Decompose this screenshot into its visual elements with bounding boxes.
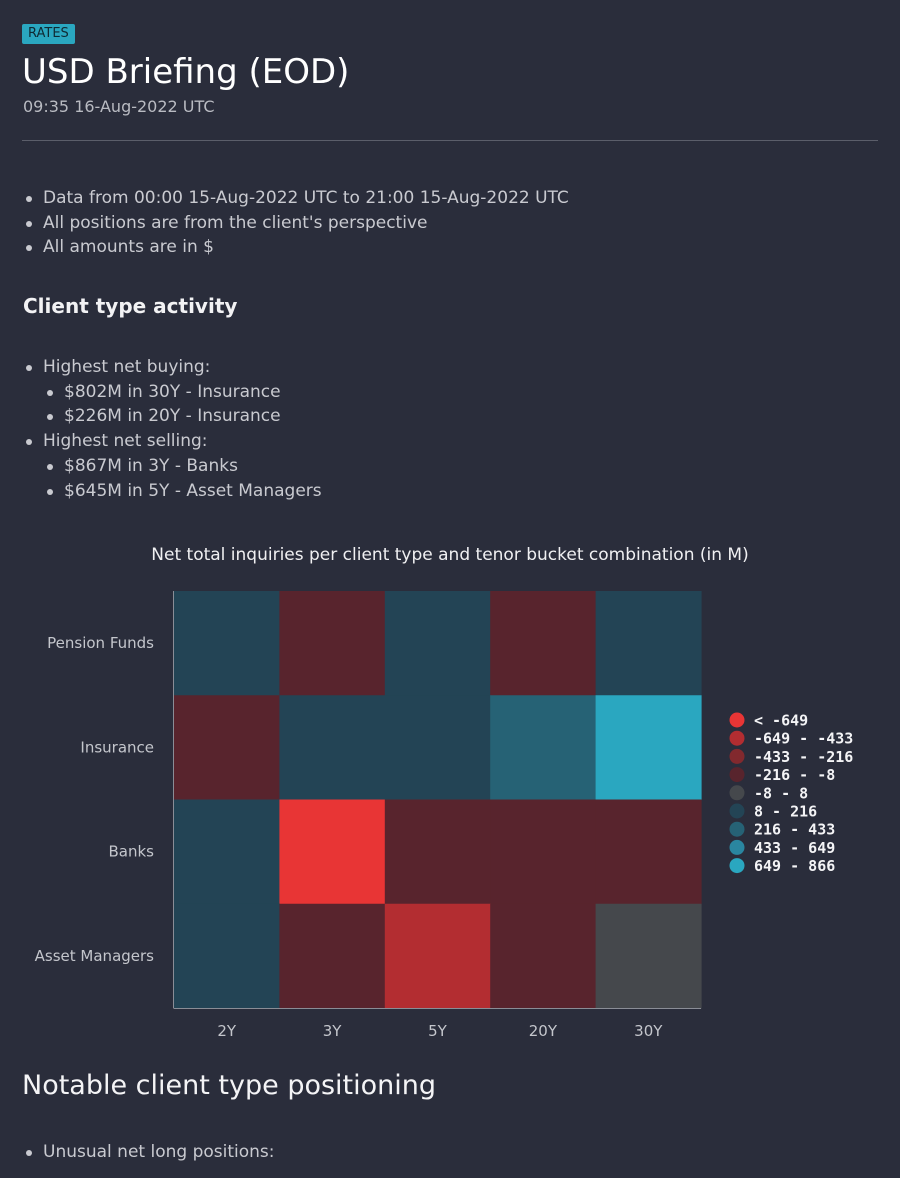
legend-label: < -649 [754, 712, 808, 730]
legend-swatch [729, 748, 745, 764]
buying-label: Highest net buying: [23, 355, 322, 380]
notes-list: Data from 00:00 15-Aug-2022 UTC to 21:00… [23, 186, 569, 260]
x-tick-label: 5Y [428, 1022, 448, 1040]
positioning-heading: Notable client type positioning [22, 1070, 437, 1101]
category-badge: RATES [22, 24, 75, 44]
note-item: All amounts are in $ [23, 235, 569, 260]
legend-swatch [729, 712, 745, 728]
heatmap-cell [279, 799, 386, 905]
legend-swatch [729, 858, 745, 874]
heatmap-cell [384, 591, 491, 696]
heatmap-cell [384, 695, 491, 801]
legend-swatch [729, 767, 745, 783]
selling-label: Highest net selling: [23, 429, 322, 454]
y-tick-label: Insurance [80, 738, 154, 756]
heatmap-cell [174, 695, 280, 801]
x-tick-label: 2Y [217, 1022, 237, 1040]
x-tick-label: 3Y [323, 1022, 343, 1040]
heatmap-cell [490, 903, 597, 1009]
legend-label: -649 - -433 [754, 730, 853, 748]
legend-label: -8 - 8 [754, 784, 808, 802]
selling-item: $645M in 5Y - Asset Managers [23, 479, 322, 504]
page-title: USD Briefing (EOD) [22, 52, 350, 92]
heatmap-cell [384, 903, 491, 1009]
note-item: All positions are from the client's pers… [23, 211, 569, 236]
heatmap-cell [174, 799, 280, 905]
heatmap-cell [490, 695, 597, 801]
report-timestamp: 09:35 16-Aug-2022 UTC [23, 97, 215, 116]
note-item: Data from 00:00 15-Aug-2022 UTC to 21:00… [23, 186, 569, 211]
heatmap-cell [490, 799, 597, 905]
positioning-list: Unusual net long positions: [23, 1140, 274, 1165]
legend-label: -433 - -216 [754, 748, 853, 766]
positioning-item: Unusual net long positions: [23, 1140, 274, 1165]
heatmap-cell [595, 591, 702, 696]
heatmap-cell [174, 903, 280, 1009]
legend-swatch [729, 821, 745, 837]
legend-label: 433 - 649 [754, 839, 835, 857]
heatmap-cell [595, 695, 702, 801]
client-activity-list: Highest net buying: $802M in 30Y - Insur… [23, 355, 322, 503]
legend-label: 8 - 216 [754, 803, 817, 821]
chart-title: Net total inquiries per client type and … [151, 545, 749, 565]
y-tick-label: Pension Funds [47, 634, 154, 652]
buying-item: $802M in 30Y - Insurance [23, 380, 322, 405]
heatmap-cell [279, 695, 386, 801]
buying-item: $226M in 20Y - Insurance [23, 404, 322, 429]
client-activity-heading: Client type activity [23, 294, 238, 318]
y-tick-label: Banks [109, 843, 155, 861]
y-tick-label: Asset Managers [35, 947, 155, 965]
heatmap-cell [279, 903, 386, 1009]
legend-swatch [729, 803, 745, 819]
heatmap-cell [490, 591, 597, 696]
heatmap-cell [279, 591, 386, 696]
header-divider [22, 140, 878, 141]
x-tick-label: 20Y [529, 1022, 558, 1040]
legend-swatch [729, 730, 745, 746]
heatmap-cell [595, 799, 702, 905]
legend-swatch [729, 839, 745, 855]
legend-label: 649 - 866 [754, 857, 835, 875]
selling-item: $867M in 3Y - Banks [23, 454, 322, 479]
heatmap-cell [174, 591, 280, 696]
legend-swatch [729, 785, 745, 801]
heatmap-chart: Pension Funds Insurance Banks Asset Manager… [35, 591, 853, 1040]
heatmap-cell [595, 903, 702, 1009]
heatmap-cell [384, 799, 491, 905]
legend-label: 216 - 433 [754, 821, 835, 839]
legend-label: -216 - -8 [754, 766, 835, 784]
x-tick-label: 30Y [634, 1022, 663, 1040]
